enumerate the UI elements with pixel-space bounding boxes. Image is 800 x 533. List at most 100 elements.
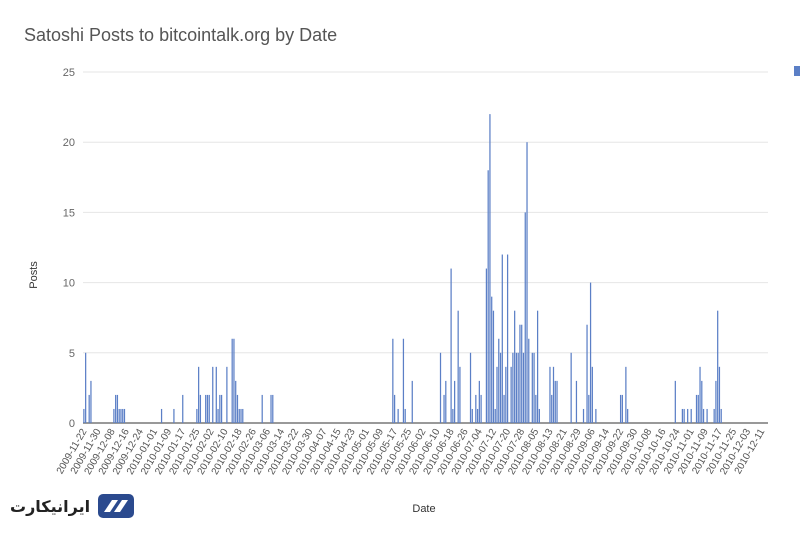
bar [501,254,503,423]
y-tick-label: 25 [63,67,75,79]
bar [120,408,122,423]
bar [556,380,558,423]
bar [402,338,405,423]
bar [575,380,578,423]
bar [215,366,217,423]
x-tick-labels: 2009-11-222009-11-302009-12-082009-12-16… [55,427,768,477]
y-tick-label: 15 [63,207,75,219]
bar [533,352,535,423]
y-tick-label: 0 [69,418,75,430]
bar [570,352,572,423]
bar [697,394,699,423]
bar [519,324,521,423]
bar [699,366,701,423]
bar [469,352,472,423]
bar [487,170,489,423]
bar [595,408,597,423]
bar [231,338,233,423]
bar [586,324,588,423]
bar [715,380,717,423]
bar [475,394,477,423]
watermark-text: ایرانیکارت [10,496,91,516]
bar [220,394,223,423]
bar [582,408,585,423]
bar [242,408,244,423]
bar [404,408,406,423]
y-tick-labels: 0 5 10 15 20 25 [63,67,75,430]
bar [90,380,92,423]
gridlines [83,71,768,424]
x-axis-label: Date [412,503,435,515]
bar [270,394,272,423]
bar [219,394,221,423]
bar [393,394,396,423]
bars [83,114,722,424]
bar [411,380,413,423]
bar [450,268,452,423]
bar [240,408,242,423]
bar [485,268,488,423]
bar [499,352,502,423]
bar [445,380,447,423]
bar [687,408,689,423]
bar [392,338,394,423]
bar [701,380,703,423]
bar [478,380,480,423]
bar [480,394,482,423]
bar [199,394,202,423]
bar [261,394,263,423]
bar [514,310,516,423]
bar [217,408,219,423]
bar [503,394,505,423]
bar [122,408,124,423]
bar [83,408,85,423]
bar [443,394,445,423]
bar [205,394,207,423]
bar [521,324,523,423]
bar [208,394,210,423]
bar [212,366,214,423]
legend-swatch [794,66,800,76]
bar [713,408,715,423]
bar [591,366,593,423]
bar [690,408,692,423]
bar [515,352,518,423]
bar [510,366,512,423]
y-tick-label: 5 [69,348,75,360]
bar [236,394,239,423]
bar [85,352,87,423]
bar [491,296,493,423]
bar [439,352,442,423]
bar [496,366,498,423]
bar [674,380,676,423]
bar [695,394,698,423]
chart-title: Satoshi Posts to bitcointalk.org by Date [24,25,338,45]
bar [681,408,683,423]
bar [173,408,175,423]
bar [459,366,461,423]
bar [535,394,537,423]
bar [160,408,163,423]
bar [196,408,198,423]
bar [494,408,496,423]
bar [489,114,491,424]
bar [233,338,235,423]
bar [627,408,629,423]
bar [718,366,721,423]
y-tick-label: 10 [63,278,75,290]
bar [238,408,240,423]
bar [720,408,722,423]
bar [492,310,495,423]
bar [531,352,533,423]
bar [113,408,115,423]
bar [116,394,119,423]
bar [452,408,454,423]
bar [88,394,90,423]
bar [517,352,519,423]
bar [588,394,590,423]
y-tick-label: 20 [63,137,75,149]
bar [115,394,117,423]
bar [498,338,500,423]
bar [226,366,228,423]
